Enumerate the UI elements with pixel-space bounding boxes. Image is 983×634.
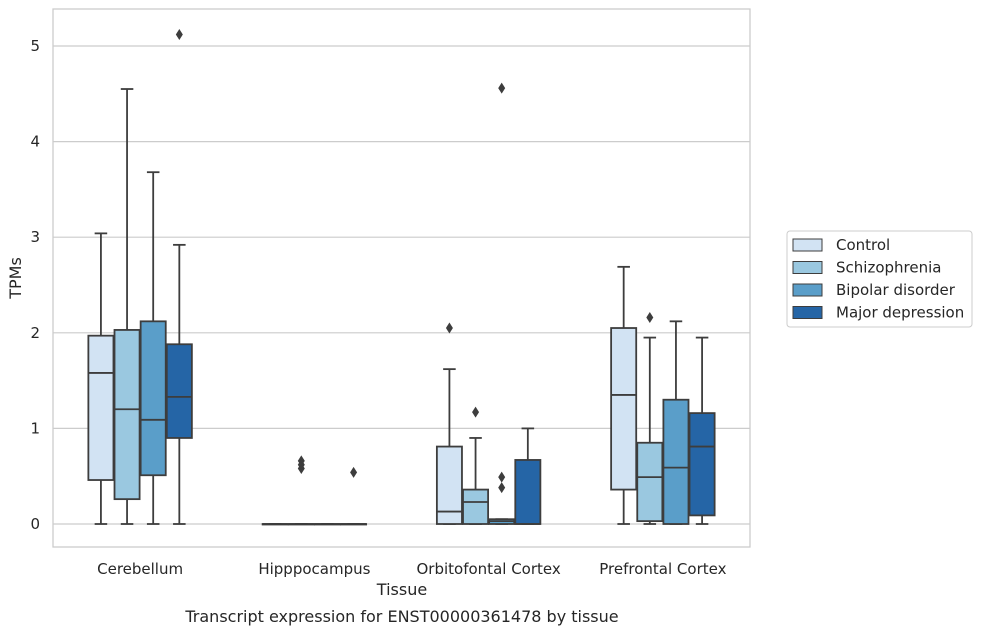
- plot-frame: [52, 8, 751, 548]
- box-iqr: [610, 327, 638, 491]
- x-tick-label: Prefrontal Cortex: [599, 560, 726, 578]
- box-iqr: [514, 459, 542, 525]
- outlier-point: [498, 82, 506, 94]
- legend-swatch: [792, 261, 823, 274]
- box-1-0: [261, 523, 289, 526]
- outlier-point: [175, 29, 183, 41]
- y-tick-label: 3: [30, 228, 40, 246]
- box-3-1: [636, 312, 664, 525]
- box-iqr: [113, 329, 141, 501]
- box-3-0: [610, 265, 638, 525]
- outlier-point: [297, 455, 305, 467]
- box-1-2: [313, 523, 341, 526]
- y-tick-label: 4: [30, 133, 40, 151]
- box-0-3: [165, 29, 193, 525]
- legend-entry: Major depression: [836, 304, 964, 322]
- box-2-3: [514, 427, 542, 525]
- box-iqr: [688, 412, 716, 517]
- box-2-2: [488, 82, 516, 525]
- y-tick-labels: 0 1 2 3 4 5: [30, 37, 40, 533]
- chart-caption: Transcript expression for ENST0000036147…: [184, 607, 618, 626]
- legend-entry: Bipolar disorder: [836, 281, 956, 299]
- y-tick-label: 1: [30, 419, 40, 437]
- box-iqr: [165, 343, 193, 439]
- x-tick-label: Orbitofontal Cortex: [417, 560, 561, 578]
- box-0-0: [87, 232, 115, 525]
- outlier-point: [498, 471, 506, 483]
- y-axis-label: TPMs: [6, 257, 25, 300]
- y-tick-label: 2: [30, 324, 40, 342]
- legend: Control Schizophrenia Bipolar disorder Majo…: [786, 230, 973, 328]
- box-iqr: [87, 334, 115, 481]
- box-iqr: [636, 441, 664, 523]
- boxes: [87, 29, 716, 526]
- box-2-1: [462, 406, 490, 525]
- box-3-2: [662, 320, 690, 525]
- outlier-point: [350, 466, 358, 478]
- y-tick-label: 5: [30, 37, 40, 55]
- legend-swatch: [792, 306, 823, 319]
- legend-swatch: [792, 238, 823, 252]
- legend-entry: Schizophrenia: [836, 259, 941, 277]
- outlier-point: [472, 406, 480, 418]
- box-iqr: [462, 488, 490, 525]
- box-1-3: [340, 466, 368, 526]
- x-tick-label: Hipppocampus: [258, 560, 370, 578]
- y-tick-label: 0: [30, 515, 40, 533]
- box-1-1: [287, 455, 315, 526]
- legend-swatch: [792, 283, 823, 297]
- legend-entry: Control: [836, 236, 890, 254]
- x-tick-labels: Cerebellum Hipppocampus Orbitofontal Corte…: [97, 560, 726, 578]
- box-2-0: [435, 322, 463, 525]
- x-tick-label: Cerebellum: [97, 560, 183, 578]
- x-axis-label: Tissue: [376, 580, 427, 599]
- outlier-point: [445, 322, 453, 334]
- box-0-1: [113, 88, 141, 525]
- box-0-2: [139, 171, 167, 525]
- outlier-point: [646, 312, 654, 324]
- outlier-point: [498, 482, 506, 494]
- box-iqr: [139, 320, 167, 477]
- box-3-3: [688, 336, 716, 525]
- box-iqr: [662, 398, 690, 525]
- legend-frame: [786, 230, 973, 328]
